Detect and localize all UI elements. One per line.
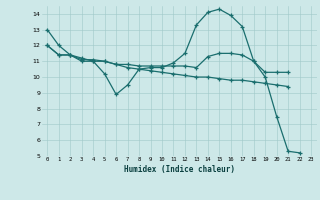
X-axis label: Humidex (Indice chaleur): Humidex (Indice chaleur) <box>124 165 235 174</box>
